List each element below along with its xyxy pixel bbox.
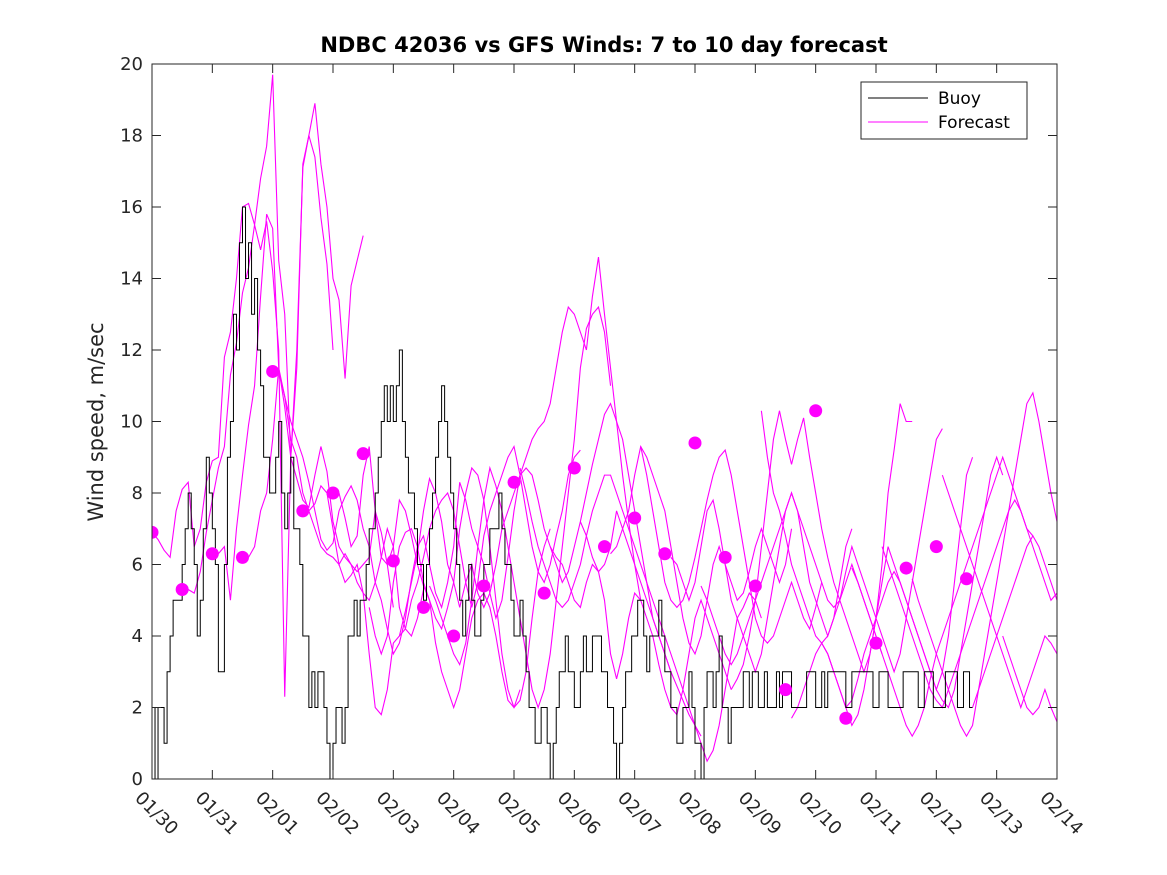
forecast-line-13 — [519, 467, 702, 737]
chart-title: NDBC 42036 vs GFS Winds: 7 to 10 day for… — [320, 33, 887, 57]
y-tick-label: 0 — [132, 769, 143, 790]
legend-buoy-label: Buoy — [938, 89, 981, 109]
y-tick-label: 18 — [120, 126, 143, 147]
y-tick-label: 4 — [132, 626, 143, 647]
forecast-point-22 — [779, 683, 792, 697]
forecast-point-21 — [748, 579, 762, 593]
forecast-point-5 — [266, 364, 280, 378]
forecast-line-19 — [700, 491, 883, 666]
forecast-point-4 — [236, 550, 249, 564]
y-tick-label: 2 — [132, 698, 143, 719]
forecast-line-17 — [640, 446, 823, 645]
buoy-line — [152, 206, 973, 779]
forecast-point-24 — [839, 711, 853, 725]
forecast-line-21 — [760, 410, 943, 674]
forecast-point-13 — [507, 475, 521, 489]
y-tick-label: 20 — [120, 54, 143, 75]
forecast-point-15 — [567, 461, 581, 475]
forecast-point-27 — [929, 540, 943, 554]
forecast-point-23 — [809, 404, 823, 418]
forecast-point-14 — [537, 586, 551, 600]
forecast-point-17 — [628, 511, 642, 525]
forecast-line-3 — [217, 213, 394, 608]
forecast-line-24 — [851, 455, 1034, 738]
forecast-line-27 — [941, 474, 1057, 710]
forecast-point-6 — [296, 504, 310, 518]
forecast-point-20 — [718, 550, 732, 564]
y-tick-label: 16 — [120, 197, 143, 218]
forecast-line-8 — [368, 466, 551, 709]
plot-area — [152, 74, 1057, 779]
forecast-point-12 — [477, 579, 491, 593]
forecast-point-8 — [356, 447, 370, 461]
legend: Buoy Forecast — [860, 81, 1028, 140]
forecast-point-19 — [688, 436, 702, 450]
forecast-line-28 — [972, 534, 1057, 708]
forecast-line-29 — [1002, 635, 1057, 723]
forecast-point-18 — [658, 547, 672, 561]
y-axis-label: Wind speed, m/sec — [84, 322, 108, 521]
legend-box — [860, 81, 1028, 140]
forecast-point-28 — [960, 572, 973, 586]
forecast-line-23 — [821, 455, 1004, 727]
forecast-point-3 — [205, 547, 219, 561]
forecast-point-11 — [447, 629, 461, 643]
forecast-point-2 — [175, 583, 189, 597]
legend-forecast-label: Forecast — [938, 113, 1010, 133]
forecast-point-9 — [386, 554, 400, 568]
forecast-line-20 — [730, 403, 913, 690]
forecast-point-26 — [899, 561, 913, 575]
forecast-line-25 — [881, 499, 1057, 709]
y-tick-label: 12 — [120, 340, 143, 361]
y-tick-label: 8 — [132, 483, 143, 504]
forecast-line-26 — [911, 391, 1057, 738]
forecast-point-7 — [326, 486, 340, 500]
forecast-point-16 — [598, 540, 611, 554]
y-tick-label: 10 — [120, 412, 143, 433]
forecast-point-10 — [417, 600, 430, 614]
forecast-point-25 — [869, 636, 883, 650]
forecast-line-18 — [670, 491, 853, 674]
forecast-point-1 — [152, 525, 159, 539]
y-tick-label: 14 — [120, 269, 143, 290]
y-tick-label: 6 — [132, 555, 143, 576]
